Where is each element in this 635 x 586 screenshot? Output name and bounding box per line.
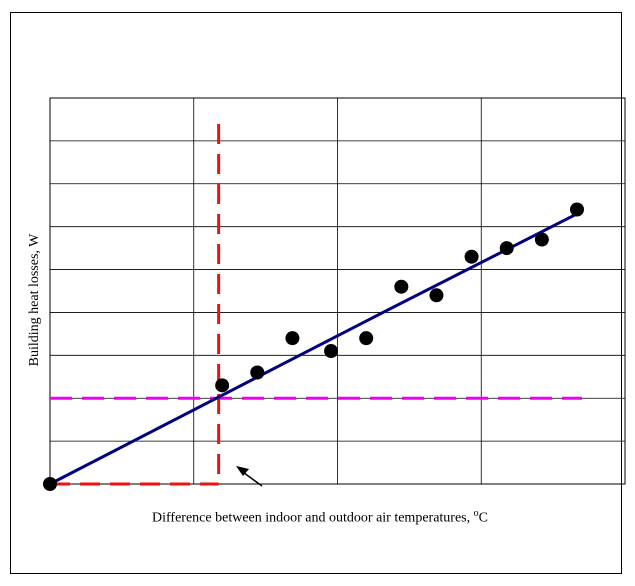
data-point [250, 365, 265, 380]
data-point [464, 249, 479, 264]
data-point [324, 344, 339, 359]
data-point [215, 378, 230, 393]
fit-line [49, 212, 578, 486]
data-point [534, 232, 549, 247]
y-axis-label: Building heat losses, W [27, 233, 42, 367]
data-point [429, 288, 444, 303]
data-point [394, 279, 409, 294]
data-point [285, 331, 300, 346]
data-point [359, 331, 374, 346]
chart-frame [10, 12, 622, 574]
x-axis-label: Difference between indoor and outdoor ai… [152, 508, 488, 526]
data-point [570, 202, 584, 217]
arrow-head-icon [236, 466, 249, 476]
data-point [499, 241, 514, 256]
data-point [43, 477, 57, 491]
